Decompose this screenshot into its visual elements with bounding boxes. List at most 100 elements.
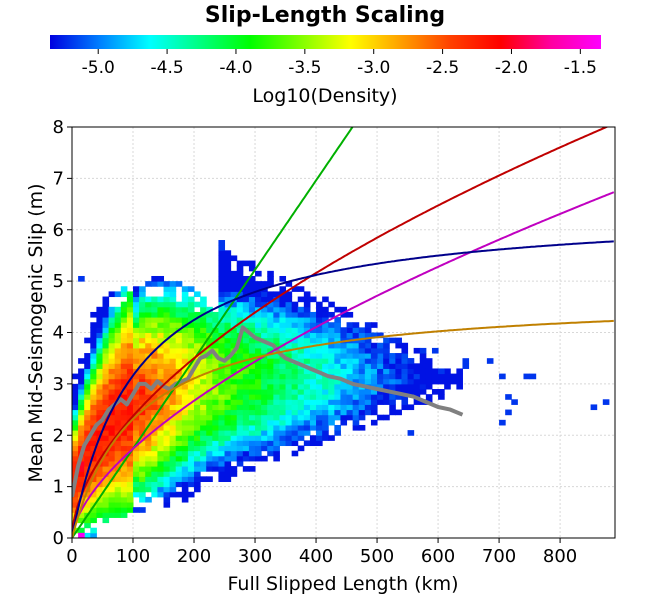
heatmap-cell	[322, 358, 329, 364]
heatmap-cell	[370, 332, 378, 339]
heatmap-cell	[212, 389, 219, 395]
heatmap-cell	[291, 342, 299, 349]
heatmap-cell	[377, 378, 384, 385]
heatmap-cell	[90, 347, 97, 354]
heatmap-cell	[285, 389, 293, 395]
heatmap-cell	[206, 435, 213, 441]
heatmap-cell	[230, 291, 238, 298]
heatmap-cell	[334, 322, 341, 328]
heatmap-cell	[90, 527, 97, 534]
heatmap-cell	[377, 332, 384, 339]
heatmap-cell	[126, 460, 134, 467]
heatmap-cell	[383, 358, 390, 364]
heatmap-cell	[230, 322, 238, 328]
heatmap-cell	[102, 342, 110, 349]
heatmap-cell	[120, 301, 128, 308]
heatmap-cell	[187, 471, 195, 477]
heatmap-cell	[206, 440, 213, 447]
heatmap-cell	[334, 347, 341, 354]
heatmap-cell	[236, 424, 244, 431]
heatmap-cell	[108, 399, 116, 405]
heatmap-cell	[200, 317, 207, 323]
heatmap-cell	[285, 301, 293, 308]
heatmap-cell	[242, 466, 250, 472]
heatmap-cell	[108, 471, 116, 477]
heatmap-cell	[236, 419, 244, 426]
heatmap-cell	[309, 296, 317, 303]
heatmap-cell	[200, 476, 207, 482]
heatmap-cell	[157, 466, 165, 472]
heatmap-cell	[261, 332, 268, 339]
heatmap-cell	[230, 363, 238, 369]
heatmap-cell	[72, 502, 79, 508]
colorbar	[50, 35, 601, 49]
heatmap-cell	[151, 466, 158, 472]
heatmap-cell	[120, 512, 128, 518]
heatmap-cell	[175, 491, 183, 498]
heatmap-cell	[255, 450, 262, 457]
heatmap-outlier-cell	[78, 532, 85, 538]
heatmap-cell	[224, 394, 232, 400]
heatmap-cell	[108, 502, 116, 508]
heatmap-cell	[230, 373, 238, 380]
heatmap-cell	[212, 445, 219, 452]
heatmap-cell	[370, 378, 378, 385]
heatmap-cell	[78, 358, 85, 364]
heatmap-cell	[322, 311, 329, 318]
heatmap-cell	[151, 322, 158, 328]
heatmap-cell	[364, 378, 372, 385]
heatmap-cell	[224, 368, 232, 375]
heatmap-cell	[163, 394, 171, 400]
heatmap-cell	[120, 450, 128, 457]
heatmap-cell	[401, 378, 409, 385]
heatmap-cell	[102, 471, 110, 477]
heatmap-cell	[248, 265, 256, 272]
heatmap-cell	[285, 317, 293, 323]
heatmap-cell	[72, 394, 79, 400]
heatmap-cell	[157, 481, 165, 488]
heatmap-cell	[96, 486, 104, 493]
heatmap-cell	[151, 306, 158, 313]
heatmap-cell	[90, 311, 97, 318]
heatmap-cell	[120, 430, 128, 436]
heatmap-cell	[224, 419, 232, 426]
heatmap-cell	[383, 373, 390, 380]
heatmap-cell	[303, 332, 311, 339]
scaling-model-line-5	[72, 319, 614, 538]
heatmap-cell	[187, 460, 195, 467]
heatmap-cell	[145, 342, 152, 349]
heatmap-cell	[102, 440, 110, 447]
heatmap-cell	[72, 460, 79, 467]
heatmap-cell	[242, 322, 250, 328]
heatmap-cell	[169, 358, 177, 364]
heatmap-cell	[267, 419, 274, 426]
heatmap-cell	[194, 327, 201, 333]
heatmap-cell	[297, 445, 305, 452]
heatmap-cell	[145, 486, 152, 493]
heatmap-cell	[108, 306, 116, 313]
heatmap-cell	[108, 486, 116, 493]
heatmap-cell	[114, 419, 122, 426]
heatmap-cell	[139, 291, 146, 298]
heatmap-outlier-cell	[486, 358, 494, 364]
heatmap-cell	[273, 440, 280, 447]
heatmap-cell	[108, 450, 116, 457]
heatmap-cell	[224, 265, 232, 272]
heatmap-cell	[291, 368, 299, 375]
colorbar-tick-label: -2.0	[495, 58, 528, 78]
heatmap-cell	[181, 337, 189, 344]
heatmap-cell	[139, 306, 146, 313]
heatmap-cell	[163, 311, 171, 318]
heatmap-cell	[169, 301, 177, 308]
heatmap-cell	[163, 471, 171, 477]
heatmap-cell	[212, 455, 219, 462]
heatmap-cell	[133, 414, 140, 421]
heatmap-cell	[200, 306, 207, 313]
heatmap-cell	[395, 409, 402, 416]
heatmap-cell	[175, 306, 183, 313]
heatmap-cell	[151, 430, 158, 436]
heatmap-cell	[297, 394, 305, 400]
heatmap-cell	[328, 353, 335, 359]
heatmap-cell	[200, 373, 207, 380]
heatmap-cell	[309, 353, 317, 359]
